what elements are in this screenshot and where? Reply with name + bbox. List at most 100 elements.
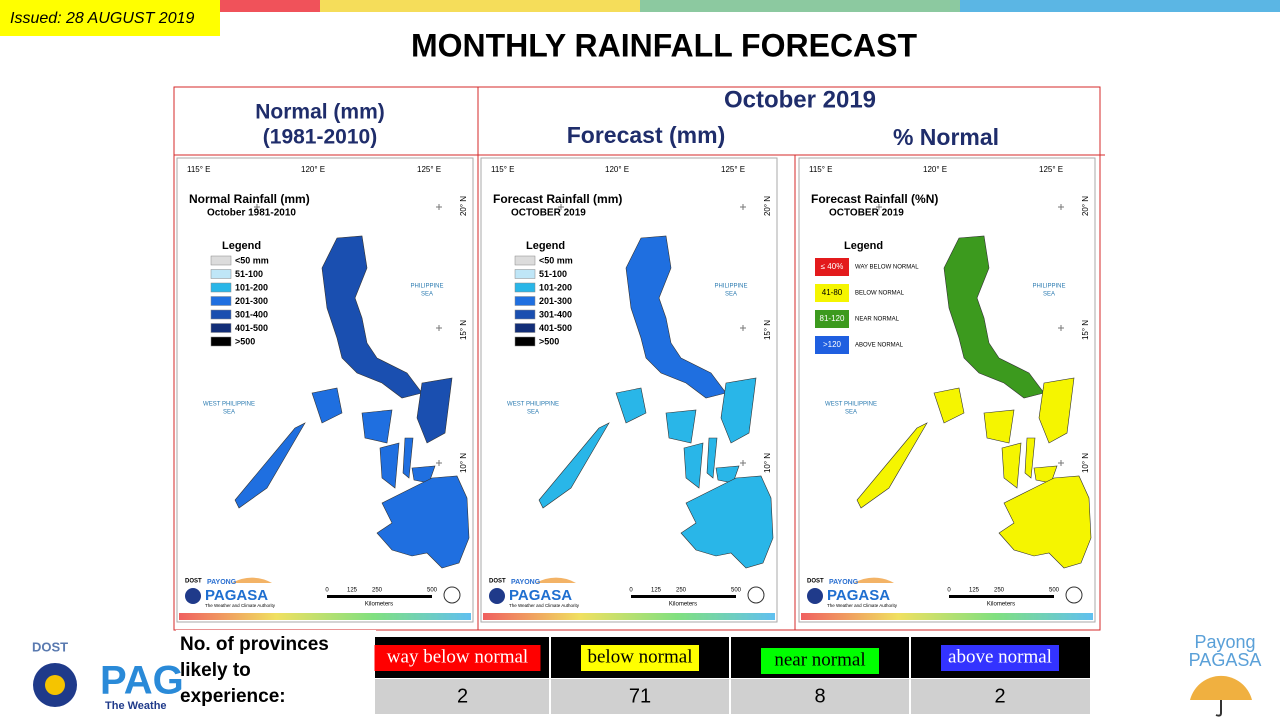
map-panel: 115° E 120° E 125° E 20° N 15° N 10° N PHILIPP…: [798, 157, 1096, 623]
legend-label: 401-500: [539, 323, 572, 333]
scale-unit: Kilometers: [669, 602, 697, 608]
legend-label: <50 mm: [235, 255, 269, 265]
lat-label: 10° N: [1081, 453, 1090, 473]
umbrella: [232, 577, 272, 583]
legend-swatch: [210, 296, 232, 306]
legend-swatch: [514, 323, 536, 333]
logo-text: PAYONG: [511, 579, 541, 586]
lat-label: 15° N: [763, 320, 772, 340]
province-count: 71: [629, 685, 651, 707]
island: [379, 442, 400, 489]
header: % Normal: [893, 124, 999, 150]
island: [361, 409, 393, 444]
map-subtitle: October 1981-2010: [207, 208, 296, 219]
table-label: likely to: [180, 660, 251, 681]
table-value-cell: [730, 679, 910, 714]
logo-text: The Weather and Climate Authority: [205, 603, 276, 608]
logo-text: PAGASA: [205, 587, 268, 604]
logo-text: PAG: [100, 659, 184, 703]
island: [416, 377, 453, 444]
legend-swatch: [514, 296, 536, 306]
island: [998, 475, 1092, 569]
island: [983, 409, 1015, 444]
logo-mark: [489, 588, 505, 604]
island: [720, 377, 757, 444]
sea-label: SEA: [845, 410, 857, 416]
logo-text: The Weather and Climate Authority: [827, 603, 898, 608]
lat-label: 10° N: [459, 453, 468, 473]
issued-box: [0, 0, 220, 36]
legend-swatch: [514, 336, 536, 347]
province-count: 8: [814, 685, 825, 707]
island: [1038, 377, 1075, 444]
legend-label: 201-300: [235, 296, 268, 306]
province-count: 2: [994, 685, 1005, 707]
category-label: way below normal: [387, 646, 528, 667]
legend-swatch: [210, 269, 232, 279]
legend-swatch: [815, 310, 849, 328]
color-bar: [320, 0, 640, 12]
scale-label: 125: [651, 588, 662, 594]
sea-label: WEST PHILIPPINE: [507, 402, 559, 408]
legend-label: 301-400: [539, 309, 572, 319]
sea-label: WEST PHILIPPINE: [203, 402, 255, 408]
lon-label: 120° E: [301, 165, 325, 174]
legend-swatch: [210, 336, 232, 347]
logo-text: PAGASA: [509, 587, 572, 604]
logo-mark: [45, 675, 65, 695]
lat-label: 10° N: [763, 453, 772, 473]
sea-label: SEA: [527, 410, 539, 416]
legend-swatch: [210, 309, 232, 320]
lat-label: 20° N: [1081, 196, 1090, 216]
island: [856, 422, 928, 509]
logo-cover: [176, 630, 376, 720]
logo-text: DOST: [807, 579, 824, 585]
legend-swatch: [514, 282, 536, 293]
scale-label: 250: [676, 588, 687, 594]
page-title: MONTHLY RAINFALL FORECAST: [411, 27, 918, 63]
scale-label: 250: [994, 588, 1005, 594]
sea-label: WEST PHILIPPINE: [825, 402, 877, 408]
map-title: Forecast Rainfall (%N): [811, 192, 938, 206]
scale-label: 500: [731, 588, 742, 594]
legend-label: ≤ 40%: [821, 262, 844, 271]
scale-label: 500: [427, 588, 438, 594]
logo-mark: [185, 588, 201, 604]
legend-swatch: [815, 284, 849, 302]
header: Normal (mm): [255, 101, 385, 124]
legend-label: >120: [823, 340, 842, 349]
category-label: above normal: [948, 646, 1052, 667]
legend-label: 301-400: [235, 309, 268, 319]
table-value-cell: [375, 679, 550, 714]
legend-label: 51-100: [235, 269, 263, 279]
sea-label: PHILIPPINE: [410, 284, 443, 290]
category-badge: [374, 645, 541, 671]
legend-label: 51-100: [539, 269, 567, 279]
logo-text: PAGASA: [827, 587, 890, 604]
north-arrow: [1065, 586, 1083, 604]
legend-desc: ABOVE NORMAL: [855, 343, 904, 349]
legend-swatch: [210, 255, 232, 266]
island: [376, 475, 470, 569]
category-label: near normal: [774, 649, 865, 670]
legend-label: 201-300: [539, 296, 572, 306]
legend-label: >500: [539, 336, 559, 346]
scale-unit: Kilometers: [365, 602, 393, 608]
map-gradient: [801, 613, 1093, 620]
sea-label: SEA: [1043, 292, 1055, 298]
lon-label: 125° E: [417, 165, 441, 174]
color-bar: [640, 0, 960, 12]
legend-label: <50 mm: [539, 255, 573, 265]
lat-label: 15° N: [459, 320, 468, 340]
category-badge: [941, 645, 1059, 671]
island: [665, 409, 697, 444]
logo-text: Payong: [1194, 632, 1255, 652]
island: [538, 422, 610, 509]
lat-label: 15° N: [1081, 320, 1090, 340]
category-badge: [581, 645, 699, 671]
legend-title: Legend: [222, 240, 261, 252]
scale-label: 125: [347, 588, 358, 594]
logo-text: PAYONG: [829, 579, 859, 586]
map-title: Normal Rainfall (mm): [189, 192, 310, 206]
island: [933, 387, 965, 424]
